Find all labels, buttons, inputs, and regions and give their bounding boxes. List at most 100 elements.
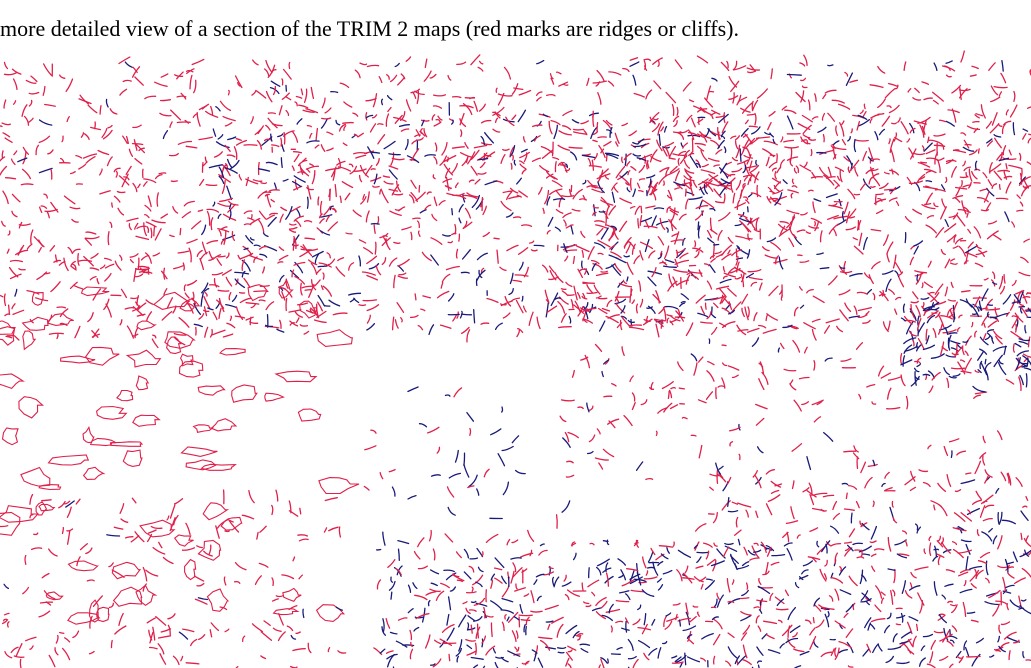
terrain-stroke [383,532,385,545]
terrain-stroke [39,168,52,172]
terrain-stroke [602,372,603,377]
terrain-stroke [726,661,731,666]
terrain-stroke [307,126,311,127]
terrain-stroke [878,67,885,74]
terrain-stroke [431,583,437,585]
terrain-stroke [156,617,166,626]
terrain-stroke [723,322,735,328]
terrain-stroke [888,388,891,399]
terrain-stroke [328,222,337,231]
terrain-stroke [724,267,725,272]
terrain-stroke [858,221,859,231]
terrain-stroke [541,641,550,651]
terrain-stroke [383,176,389,177]
terrain-stroke [710,487,714,490]
terrain-stroke [868,465,877,467]
terrain-stroke [18,158,27,162]
terrain-stroke [137,314,145,316]
terrain-stroke [219,230,221,236]
terrain-stroke [1020,153,1021,160]
terrain-stroke [202,225,206,234]
terrain-stroke [246,303,259,304]
terrain-stroke [14,79,17,89]
terrain-stroke [790,384,796,390]
terrain-stroke [513,280,521,281]
terrain-stroke [63,528,64,534]
terrain-stroke [536,574,544,577]
terrain-stroke [153,548,165,554]
terrain-stroke [923,634,932,636]
terrain-stroke [887,613,891,618]
terrain-stroke [1024,539,1031,548]
terrain-stroke [434,122,441,126]
terrain-stroke [560,416,566,421]
terrain-stroke [28,244,32,249]
terrain-stroke [940,120,946,121]
terrain-stroke [968,242,973,248]
terrain-stroke [722,254,731,260]
terrain-stroke [415,552,420,559]
terrain-stroke [8,231,10,235]
terrain-stroke [867,290,871,294]
terrain-stroke [145,215,149,218]
terrain-stroke [727,579,729,592]
terrain-stroke [408,496,416,499]
terrain-stroke [123,450,142,466]
terrain-stroke [861,550,862,556]
terrain-stroke [715,599,717,607]
terrain-stroke [601,271,607,272]
terrain-stroke [985,359,986,363]
terrain-stroke [305,238,315,239]
terrain-stroke [739,454,740,459]
terrain-stroke [567,461,574,463]
terrain-stroke [746,510,748,517]
terrain-stroke [467,645,472,648]
terrain-stroke [742,294,748,304]
terrain-stroke [922,283,923,288]
terrain-stroke [929,386,933,392]
terrain-stroke [459,234,460,241]
terrain-stroke [949,636,957,638]
terrain-stroke [664,308,666,321]
terrain-stroke [367,315,370,323]
terrain-stroke [320,219,324,223]
terrain-stroke [377,217,378,224]
terrain-stroke [449,294,454,301]
terrain-stroke [464,572,471,579]
terrain-stroke [223,334,232,337]
terrain-stroke [801,305,804,308]
terrain-stroke [265,393,284,401]
terrain-stroke [41,602,53,603]
terrain-stroke [910,583,912,588]
terrain-stroke [29,118,33,122]
terrain-stroke [415,595,427,599]
terrain-stroke [0,157,5,163]
terrain-stroke [407,100,411,111]
terrain-stroke [186,663,199,664]
terrain-stroke [132,498,136,503]
terrain-stroke [624,154,631,160]
terrain-stroke [628,171,630,175]
terrain-stroke [123,80,131,81]
terrain-stroke [769,650,780,654]
terrain-stroke [966,545,970,555]
terrain-stroke [946,570,954,572]
terrain-stroke [284,131,295,136]
terrain-stroke [1006,380,1013,384]
terrain-stroke [767,504,772,515]
terrain-stroke [677,570,682,581]
terrain-stroke [699,446,702,458]
terrain-stroke [866,312,869,315]
terrain-stroke [665,260,674,263]
terrain-stroke [660,218,665,229]
terrain-stroke [537,61,544,64]
terrain-stroke [179,318,189,328]
terrain-stroke [743,165,745,172]
terrain-stroke [437,447,439,453]
terrain-stroke [563,111,572,116]
terrain-stroke [399,549,400,560]
terrain-stroke [758,89,768,98]
terrain-stroke [1025,326,1026,333]
terrain-stroke [790,227,795,237]
terrain-stroke [225,123,231,126]
